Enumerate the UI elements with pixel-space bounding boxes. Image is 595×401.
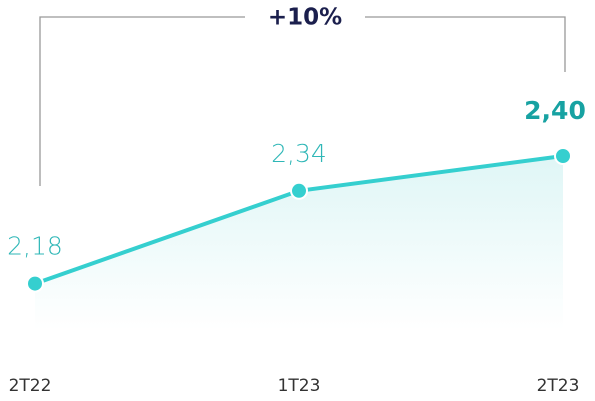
value-label: 2,34 bbox=[271, 139, 327, 168]
x-tick-label: 1T23 bbox=[278, 376, 321, 396]
x-tick-label: 2T22 bbox=[9, 376, 52, 396]
point bbox=[26, 274, 44, 293]
annotation: +10% bbox=[268, 5, 342, 31]
point bbox=[290, 181, 308, 200]
value-label: 2,40 bbox=[524, 96, 586, 125]
value-label: 2,18 bbox=[7, 232, 63, 261]
point bbox=[554, 147, 572, 165]
x-tick-label: 2T23 bbox=[537, 376, 580, 396]
bracket bbox=[39, 16, 566, 186]
area bbox=[35, 156, 563, 330]
